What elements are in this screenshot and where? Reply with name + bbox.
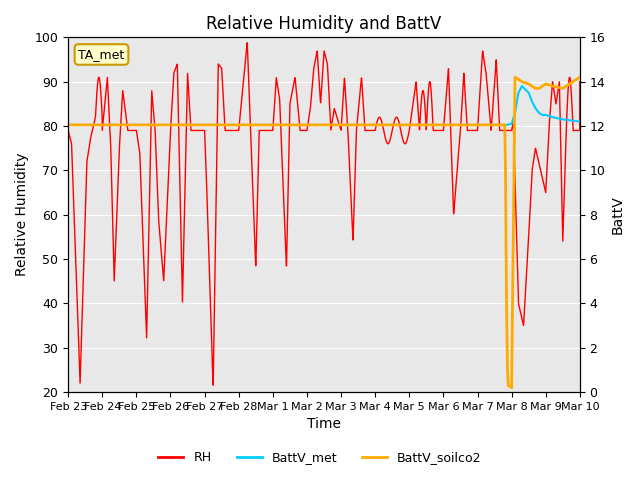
BattV_soilco2 [502,256,510,262]
BattV_met [548,114,556,120]
Title: Relative Humidity and BattV: Relative Humidity and BattV [206,15,442,33]
BattV_soilco2 [504,383,512,388]
BattV_soilco2 [508,385,515,391]
BattV_soilco2 [535,85,543,91]
BattV_met [501,122,509,128]
RH [374,117,381,122]
Legend: RH, BattV_met, BattV_soilco2: RH, BattV_met, BattV_soilco2 [154,446,486,469]
BattV_soilco2 [525,81,532,87]
BattV_soilco2 [64,122,72,128]
BattV_soilco2 [542,81,550,87]
BattV_met [538,112,546,118]
BattV_met [528,99,536,105]
Text: TA_met: TA_met [78,48,125,61]
Y-axis label: Relative Humidity: Relative Humidity [15,153,29,276]
BattV_met [508,121,515,127]
BattV_met [511,110,519,116]
BattV_met [515,90,522,96]
BattV_met [542,112,550,118]
RH [383,140,390,145]
Y-axis label: BattV: BattV [611,195,625,234]
BattV_soilco2 [515,77,522,83]
RH [243,40,251,46]
BattV_soilco2 [504,367,511,373]
BattV_met [525,90,532,96]
BattV_met [559,117,566,122]
RH [209,382,217,388]
Line: BattV_soilco2: BattV_soilco2 [68,77,580,388]
RH [64,128,72,133]
BattV_soilco2 [502,168,509,173]
BattV_soilco2 [548,83,556,89]
BattV_met [535,110,543,116]
X-axis label: Time: Time [307,418,341,432]
BattV_met [64,122,72,128]
RH [174,83,182,88]
RH [207,320,215,325]
BattV_soilco2 [501,122,509,128]
BattV_soilco2 [576,74,584,80]
BattV_soilco2 [511,74,519,80]
BattV_soilco2 [528,83,536,89]
Line: RH: RH [68,43,580,385]
BattV_met [518,83,525,89]
Line: BattV_met: BattV_met [68,86,580,125]
BattV_met [502,122,510,128]
BattV_soilco2 [503,323,511,328]
BattV_soilco2 [538,83,546,89]
BattV_met [532,106,540,111]
RH [527,179,535,185]
BattV_soilco2 [559,85,566,91]
BattV_met [576,119,584,124]
BattV_soilco2 [518,79,525,84]
RH [576,128,584,133]
BattV_soilco2 [532,85,540,91]
RH [576,79,584,84]
